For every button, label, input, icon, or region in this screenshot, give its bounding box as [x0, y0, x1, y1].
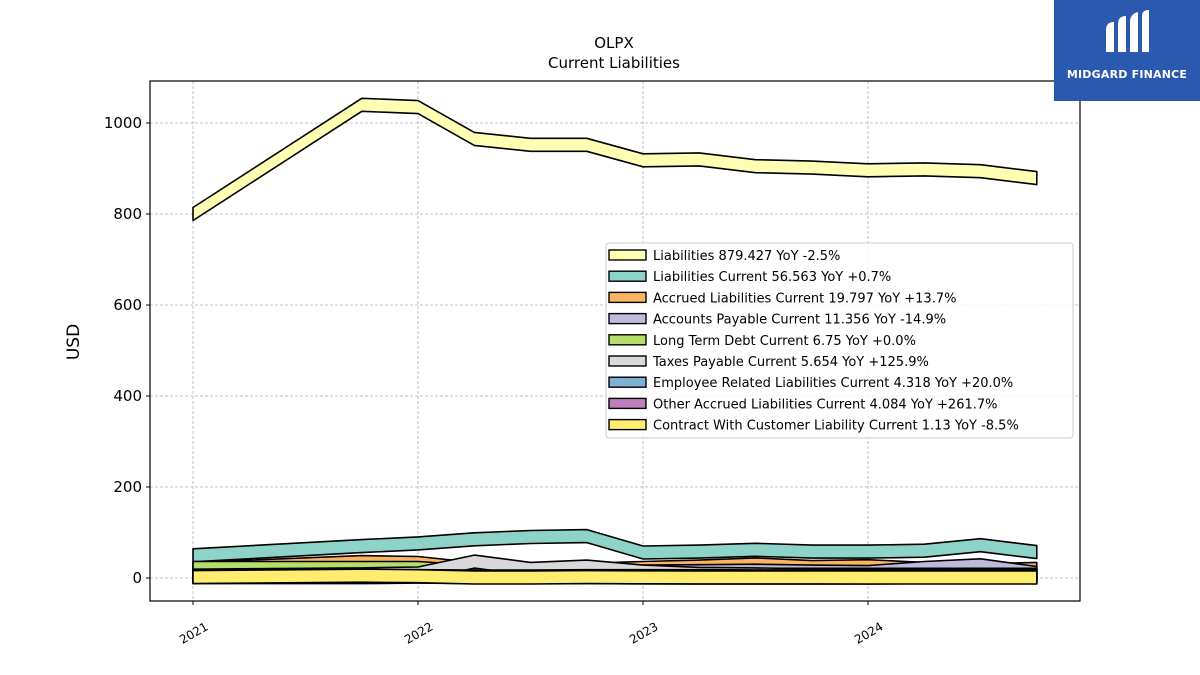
series-area-liabilities	[192, 97, 1038, 222]
legend-entry: Employee Related Liabilities Current 4.3…	[653, 376, 1013, 391]
x-tick-label: 2023	[627, 619, 660, 646]
y-tick-label: 200	[113, 478, 142, 496]
legend-entry: Accrued Liabilities Current 19.797 YoY +…	[653, 291, 956, 306]
legend-swatch	[608, 270, 647, 282]
legend-entry: Accounts Payable Current 11.356 YoY -14.…	[653, 313, 946, 328]
series-area-liabilities-current	[192, 528, 1038, 563]
legend-swatch	[608, 376, 647, 388]
brand-mark-icon	[1106, 10, 1149, 52]
series-area-contract-with-customer-liability-current	[192, 568, 1038, 585]
x-axis-ticks: 2021 2022 2023 2024	[177, 601, 886, 647]
legend-box	[605, 242, 1074, 439]
legend-entry: Long Term Debt Current 6.75 YoY +0.0%	[653, 334, 916, 349]
y-tick-label: 800	[113, 205, 142, 223]
legend-swatch	[608, 355, 647, 367]
chart-subtitle: Current Liabilities	[548, 54, 680, 72]
legend-swatch	[608, 291, 647, 304]
legend-swatch	[608, 249, 647, 261]
legend-entry: Liabilities Current 56.563 YoY +0.7%	[653, 270, 891, 285]
y-tick-label: 1000	[104, 114, 142, 132]
plot-frame	[149, 80, 1081, 602]
chart-title: OLPX	[594, 34, 634, 52]
legend-swatch	[608, 418, 647, 431]
legend-entry: Contract With Customer Liability Current…	[653, 419, 1019, 434]
legend-entry: Liabilities 879.427 YoY -2.5%	[653, 249, 840, 264]
brand-name: MIDGARD FINANCE	[1066, 68, 1188, 81]
legend-swatch	[608, 312, 647, 325]
y-axis-label: USD	[64, 324, 84, 360]
y-tick-label: 400	[113, 387, 142, 405]
y-axis-ticks: 0 200 400 600 800 1000	[104, 114, 150, 587]
y-tick-label: 0	[132, 569, 142, 587]
legend-entry: Taxes Payable Current 5.654 YoY +125.9%	[652, 355, 929, 370]
x-tick-label: 2022	[402, 619, 435, 646]
x-tick-label: 2021	[177, 619, 210, 646]
legend-swatch	[608, 397, 647, 410]
series-areas	[192, 97, 1038, 585]
brand-logo: MIDGARD FINANCE	[1054, 0, 1200, 101]
legend: Liabilities 879.427 YoY -2.5% Liabilities…	[605, 242, 1074, 439]
legend-swatch	[608, 334, 647, 346]
y-tick-label: 600	[113, 296, 142, 314]
legend-entry: Other Accrued Liabilities Current 4.084 …	[653, 397, 998, 412]
x-tick-label: 2024	[852, 619, 885, 646]
